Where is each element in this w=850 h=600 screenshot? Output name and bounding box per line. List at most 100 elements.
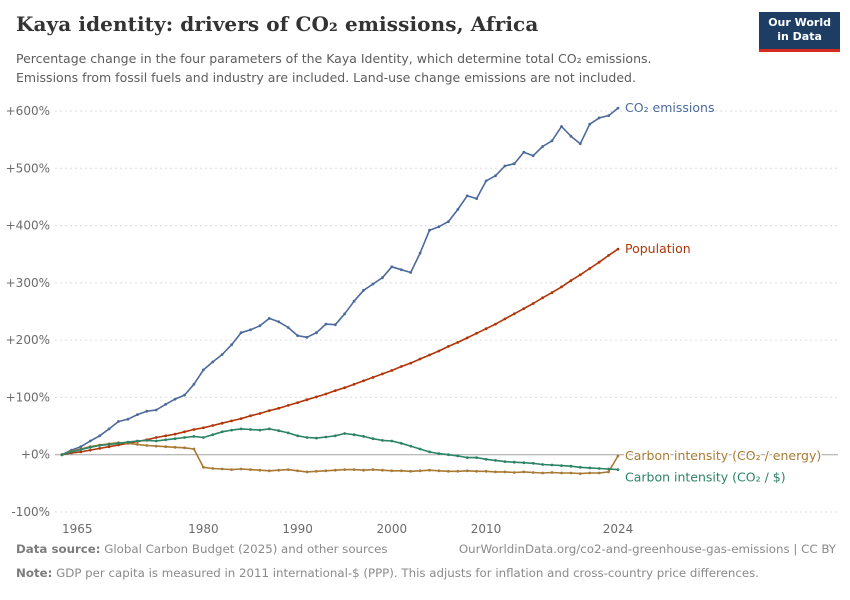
data-point [475, 456, 478, 459]
data-point [145, 439, 149, 442]
data-point [173, 445, 177, 449]
data-point [597, 467, 601, 470]
data-point [616, 468, 620, 471]
x-axis-tick: 1980 [188, 522, 219, 536]
data-point [569, 464, 573, 468]
data-point [531, 302, 535, 305]
data-point [164, 402, 168, 406]
data-point [136, 413, 139, 416]
data-point [522, 461, 526, 465]
data-point [541, 463, 544, 466]
note: Note: GDP per capita is measured in 2011… [16, 565, 759, 582]
data-point [230, 468, 234, 471]
series-label-1: Population [625, 241, 691, 256]
data-point [211, 433, 215, 437]
data-point [428, 468, 431, 472]
data-point [145, 409, 149, 413]
data-point [315, 469, 318, 473]
data-point [239, 331, 243, 335]
data-point [211, 467, 215, 470]
data-point [503, 470, 507, 474]
data-point [569, 279, 573, 282]
data-point [588, 267, 592, 270]
data-point [616, 247, 620, 251]
data-point [475, 469, 478, 473]
data-point [578, 273, 582, 277]
data-point [428, 450, 431, 454]
data-point [202, 426, 205, 430]
data-point [362, 468, 365, 472]
footer-note-row: Note: GDP per capita is measured in 2011… [16, 565, 836, 582]
data-point [597, 260, 601, 264]
data-point [258, 412, 262, 415]
data-point [541, 296, 544, 300]
data-point [249, 414, 252, 418]
data-point [512, 162, 516, 166]
data-point [447, 220, 450, 224]
data-point [569, 471, 573, 475]
owid-logo-line2: in Data [777, 29, 822, 43]
data-point [437, 349, 441, 353]
data-point [230, 419, 234, 423]
data-point [456, 341, 460, 344]
data-point [550, 463, 554, 467]
data-point [531, 471, 535, 474]
data-point [409, 271, 413, 274]
data-point [484, 327, 488, 331]
data-point [277, 406, 281, 410]
data-point [173, 437, 177, 441]
data-point [465, 469, 469, 473]
data-point [211, 360, 215, 364]
data-point [352, 468, 356, 471]
data-point [315, 331, 318, 335]
y-axis-tick: +500% [6, 161, 50, 175]
x-axis-tick: 2010 [471, 522, 502, 536]
data-point [503, 317, 507, 321]
data-point [512, 312, 516, 316]
data-point [258, 428, 262, 432]
data-point [324, 392, 328, 396]
data-source-label: Data source: [16, 542, 101, 556]
data-point [192, 435, 196, 438]
data-point [494, 470, 497, 474]
data-point [512, 460, 516, 464]
data-point [70, 450, 73, 454]
data-point [616, 106, 620, 110]
data-point [371, 376, 375, 379]
data-point [352, 299, 356, 303]
data-point [362, 435, 365, 438]
data-point [494, 322, 497, 326]
data-point [588, 471, 592, 475]
data-point [173, 397, 177, 401]
data-point [164, 434, 168, 438]
data-point [456, 454, 460, 458]
data-source: Data source: Global Carbon Budget (2025)… [16, 541, 388, 558]
y-axis-tick: +400% [6, 219, 50, 233]
data-point [296, 401, 299, 404]
data-point [277, 320, 281, 324]
data-point [239, 467, 243, 471]
data-point [183, 430, 186, 434]
data-point [107, 445, 111, 449]
data-point [324, 435, 328, 439]
data-point [154, 436, 158, 439]
data-point [550, 291, 554, 294]
data-point [352, 382, 356, 386]
data-point [418, 357, 422, 361]
data-point [183, 393, 186, 397]
data-point [522, 307, 526, 310]
data-point [192, 447, 196, 451]
data-point [399, 268, 403, 272]
data-point [494, 174, 497, 178]
data-point [409, 469, 413, 473]
data-point [550, 471, 554, 474]
data-point [560, 471, 563, 475]
data-point [437, 225, 441, 229]
data-point [267, 317, 271, 320]
data-point [456, 469, 460, 473]
series-line-3 [61, 428, 619, 471]
data-point [428, 353, 431, 357]
data-point [578, 465, 582, 469]
data-point [286, 404, 290, 407]
